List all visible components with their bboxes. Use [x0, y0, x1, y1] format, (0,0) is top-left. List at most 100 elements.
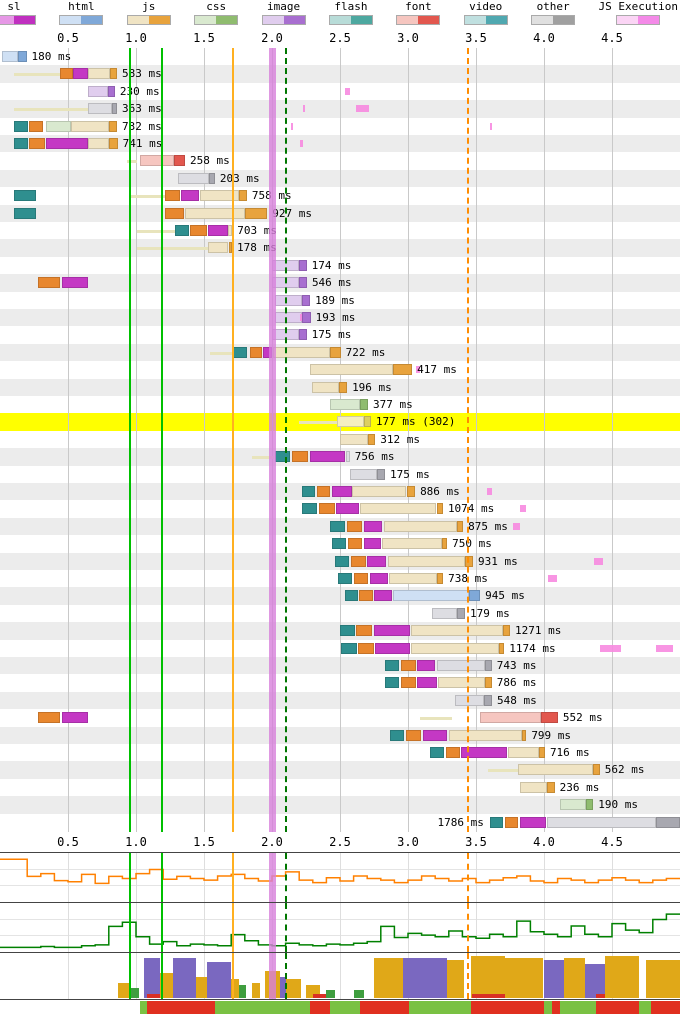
- request-row[interactable]: 722 ms: [0, 344, 680, 361]
- gridline: [408, 853, 409, 902]
- request-segment-jl: [360, 503, 437, 515]
- request-segment-jd: [436, 573, 444, 584]
- request-row[interactable]: 196 ms: [0, 379, 680, 396]
- request-row[interactable]: 258 ms: [0, 152, 680, 169]
- request-row[interactable]: 716 ms: [0, 744, 680, 761]
- request-segment-jd: [538, 747, 545, 758]
- request-segment-od: [209, 172, 215, 184]
- request-row[interactable]: 945 ms: [0, 587, 680, 604]
- request-row[interactable]: 377 ms: [0, 396, 680, 413]
- time-tick: 3.0: [397, 835, 419, 849]
- request-segment-d: [384, 677, 400, 689]
- request-segment-x: [655, 644, 673, 652]
- request-row[interactable]: 886 ms: [0, 483, 680, 500]
- request-segment-jl: [519, 781, 547, 793]
- request-row[interactable]: 583 ms: [0, 65, 680, 82]
- main-thread-bar-gold: [504, 958, 543, 998]
- request-segment-s: [374, 625, 410, 637]
- time-tick: 4.0: [533, 835, 555, 849]
- request-segment-d: [344, 590, 358, 602]
- request-row[interactable]: 548 ms: [0, 692, 680, 709]
- request-segment-jd: [109, 120, 117, 132]
- request-segment-cl: [329, 399, 360, 410]
- request-time-label: 931 ms: [478, 554, 518, 568]
- request-row[interactable]: 236 ms: [0, 779, 680, 796]
- request-segment-d: [339, 625, 356, 637]
- request-row[interactable]: 179 ms: [0, 605, 680, 622]
- request-row[interactable]: 193 ms: [0, 309, 680, 326]
- request-segment-w: [136, 230, 176, 233]
- request-segment-w: [13, 108, 88, 112]
- request-time-label: 190 ms: [598, 798, 638, 812]
- request-row[interactable]: 703 ms: [0, 222, 680, 239]
- legend-item-image: image: [261, 0, 306, 25]
- request-segment-ol: [178, 172, 210, 184]
- request-time-label: 583 ms: [121, 67, 162, 81]
- request-row[interactable]: 190 ms: [0, 796, 680, 813]
- request-row[interactable]: 931 ms: [0, 553, 680, 570]
- legend-label: image: [267, 0, 301, 13]
- request-row[interactable]: 312 ms: [0, 431, 680, 448]
- request-row[interactable]: 175 ms: [0, 326, 680, 343]
- request-row[interactable]: 174 ms: [0, 257, 680, 274]
- request-row[interactable]: 875 ms: [0, 518, 680, 535]
- request-row[interactable]: 189 ms: [0, 292, 680, 309]
- request-row[interactable]: 363 ms: [0, 100, 680, 117]
- request-segment-x: [548, 575, 557, 582]
- request-row[interactable]: 562 ms: [0, 761, 680, 778]
- request-time-label: 703 ms: [237, 224, 278, 237]
- request-segment-s: [417, 660, 436, 671]
- request-row[interactable]: 230 ms: [0, 83, 680, 100]
- request-row[interactable]: 546 ms: [0, 274, 680, 291]
- request-row[interactable]: 741 ms: [0, 135, 680, 152]
- request-row[interactable]: 1786 ms: [0, 814, 680, 831]
- request-row[interactable]: 1074 ms: [0, 500, 680, 517]
- request-segment-jd: [393, 364, 413, 376]
- main-thread-bar-green: [353, 989, 365, 998]
- request-row[interactable]: 756 ms: [0, 448, 680, 465]
- request-row[interactable]: 1271 ms: [0, 622, 680, 639]
- request-row[interactable]: 177 ms (302): [0, 413, 680, 430]
- request-row[interactable]: 799 ms: [0, 727, 680, 744]
- request-row[interactable]: 180 ms: [0, 48, 680, 65]
- request-row[interactable]: 178 ms: [0, 239, 680, 256]
- orange-solid-line: [231, 48, 234, 832]
- request-segment-c: [29, 138, 45, 149]
- request-segment-c: [28, 120, 43, 132]
- request-segment-s: [367, 555, 387, 567]
- request-row[interactable]: 758 ms: [0, 187, 680, 204]
- on-load-line: [466, 853, 469, 902]
- request-row[interactable]: 417 ms: [0, 361, 680, 378]
- request-time-label: 716 ms: [549, 746, 590, 759]
- request-row[interactable]: 738 ms: [0, 570, 680, 587]
- request-segment-x: [489, 122, 492, 130]
- start-render-line: [128, 903, 131, 952]
- request-row[interactable]: 786 ms: [0, 674, 680, 691]
- request-row[interactable]: 552 ms: [0, 709, 680, 726]
- request-segment-hd: [17, 51, 27, 62]
- request-segment-jd: [442, 538, 448, 550]
- request-segment-c: [165, 190, 181, 202]
- request-segment-jl: [388, 573, 437, 584]
- request-row[interactable]: 743 ms: [0, 657, 680, 674]
- request-row[interactable]: 1174 ms: [0, 640, 680, 657]
- request-segment-s: [310, 451, 346, 463]
- request-segment-jl: [208, 242, 229, 254]
- request-segment-jl: [199, 190, 240, 202]
- request-time-label: 230 ms: [119, 84, 160, 98]
- time-tick: 1.5: [193, 835, 215, 849]
- request-segment-w: [252, 456, 275, 460]
- dom-content-loaded-line: [285, 48, 287, 832]
- request-segment-s: [375, 642, 410, 654]
- request-row[interactable]: 750 ms: [0, 535, 680, 552]
- request-row[interactable]: 732 ms: [0, 118, 680, 135]
- request-segment-c: [504, 816, 519, 828]
- request-segment-d: [175, 225, 190, 236]
- request-row[interactable]: 927 ms: [0, 205, 680, 222]
- request-row[interactable]: 203 ms: [0, 170, 680, 187]
- gridline: [204, 853, 205, 902]
- request-segment-d: [489, 816, 504, 828]
- request-time-label: 363 ms: [121, 102, 162, 116]
- request-row[interactable]: 175 ms: [0, 466, 680, 483]
- request-segment-w: [130, 195, 165, 199]
